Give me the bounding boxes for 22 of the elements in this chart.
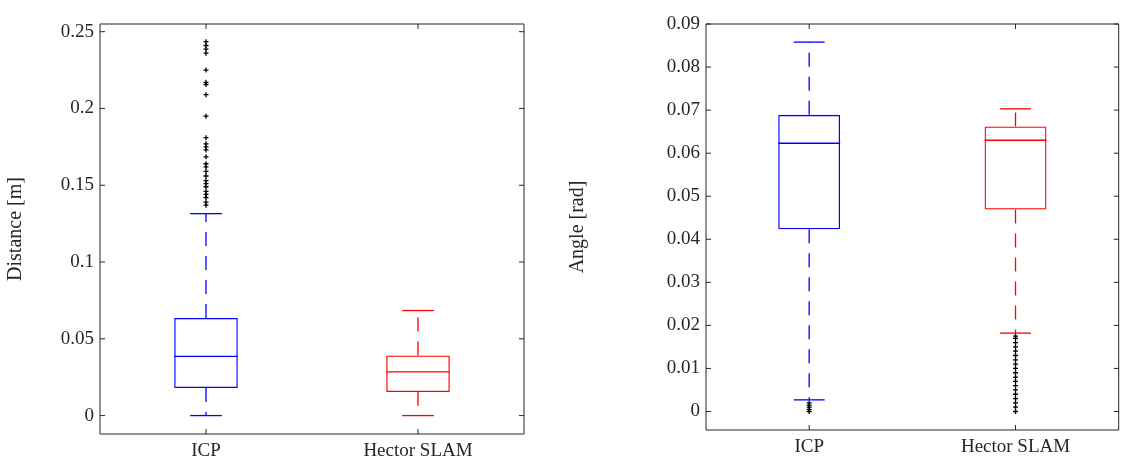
y-tick-label: 0.07 <box>666 98 700 120</box>
y-tick-label: 0.01 <box>666 356 700 378</box>
x-tick-label: Hector SLAM <box>960 435 1071 457</box>
x-tick-label: ICP <box>191 439 221 461</box>
y-tick-label: 0.04 <box>666 227 701 249</box>
y-tick-label: 0.05 <box>666 184 700 206</box>
y-tick-label: 0 <box>84 403 94 425</box>
y-tick-label: 0.08 <box>666 55 700 77</box>
y-tick-label: 0.09 <box>666 11 700 33</box>
x-tick-label: Hector SLAM <box>363 439 473 461</box>
y-tick-label: 0.03 <box>666 270 700 292</box>
y-tick-label: 0 <box>690 399 700 421</box>
y-tick-label: 0.02 <box>666 313 700 335</box>
y-axis-title: Distance [m] <box>3 177 26 281</box>
y-tick-label: 0.25 <box>60 19 94 41</box>
y-tick-label: 0.05 <box>60 326 94 348</box>
y-tick-label: 0.15 <box>60 173 94 195</box>
y-tick-label: 0.2 <box>70 96 94 118</box>
y-tick-label: 0.1 <box>70 250 94 271</box>
x-tick-label: ICP <box>794 435 824 457</box>
y-tick-label: 0.06 <box>666 141 700 163</box>
y-axis-title: Angle [rad] <box>565 180 589 274</box>
